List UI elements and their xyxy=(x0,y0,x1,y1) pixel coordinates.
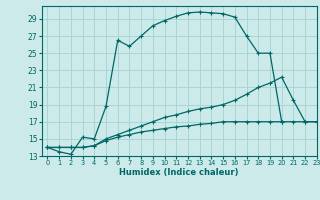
X-axis label: Humidex (Indice chaleur): Humidex (Indice chaleur) xyxy=(119,168,239,177)
